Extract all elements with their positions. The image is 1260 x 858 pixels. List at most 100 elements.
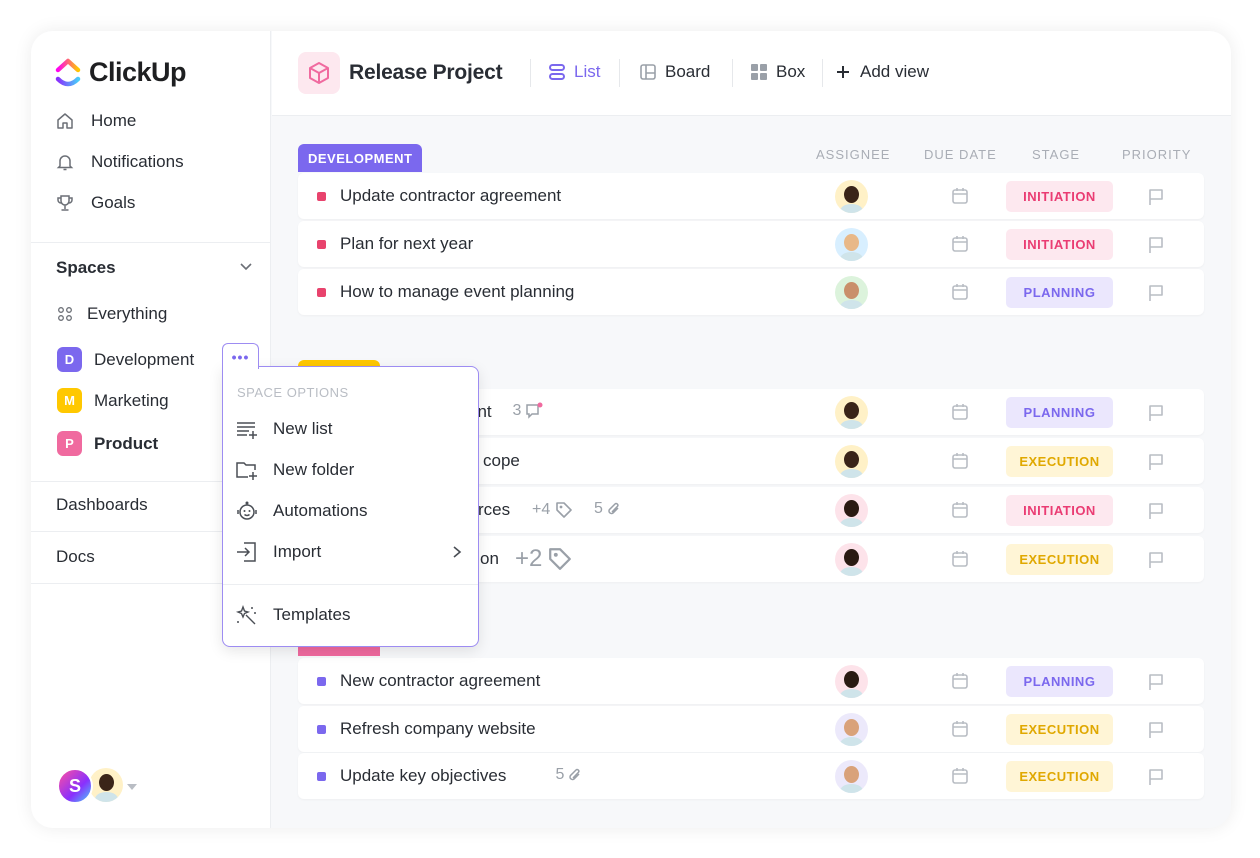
stage-badge[interactable]: PLANNING bbox=[1006, 277, 1113, 308]
assignee-avatar[interactable] bbox=[835, 713, 868, 746]
calendar-icon[interactable] bbox=[951, 283, 969, 301]
calendar-icon[interactable] bbox=[951, 235, 969, 253]
space-options-button[interactable]: ••• bbox=[222, 343, 259, 369]
nav-label: Notifications bbox=[91, 152, 184, 171]
calendar-icon[interactable] bbox=[951, 452, 969, 470]
assignee-avatar[interactable] bbox=[835, 228, 868, 261]
calendar-icon[interactable] bbox=[951, 550, 969, 568]
space-product[interactable]: P Product bbox=[57, 431, 158, 456]
stage-badge[interactable]: INITIATION bbox=[1006, 495, 1113, 526]
task-name[interactable]: Plan for next year bbox=[340, 234, 474, 253]
menu-item-automations[interactable]: Automations bbox=[235, 499, 368, 523]
priority-flag-icon[interactable] bbox=[1146, 187, 1166, 207]
assignee-avatar[interactable] bbox=[835, 760, 868, 793]
attachment-count[interactable]: 5 bbox=[556, 766, 583, 784]
assignee-avatar[interactable] bbox=[835, 494, 868, 527]
group-label[interactable]: DEVELOPMENT bbox=[298, 144, 423, 172]
magic-wand-icon bbox=[235, 605, 256, 625]
stage-badge[interactable]: INITIATION bbox=[1006, 229, 1113, 260]
task-row[interactable]: Plan for next year INITIATION bbox=[298, 221, 1204, 267]
calendar-icon[interactable] bbox=[951, 403, 969, 421]
nav-goals[interactable]: Goals bbox=[55, 193, 135, 213]
comment-count[interactable]: 3 bbox=[513, 402, 544, 420]
caret-down-icon[interactable] bbox=[127, 784, 137, 790]
stage-badge[interactable]: INITIATION bbox=[1006, 181, 1113, 212]
stage-badge[interactable]: EXECUTION bbox=[1006, 714, 1113, 745]
stage-badge[interactable]: PLANNING bbox=[1006, 397, 1113, 428]
assignee-avatar[interactable] bbox=[835, 543, 868, 576]
spaces-heading[interactable]: Spaces bbox=[56, 258, 116, 277]
user-avatar[interactable]: S bbox=[57, 768, 93, 804]
task-name[interactable]: Update key objectives bbox=[340, 766, 507, 785]
menu-item-label: Templates bbox=[273, 605, 351, 624]
sidebar-docs[interactable]: Docs bbox=[56, 547, 95, 566]
task-name[interactable]: Update contractor agreement bbox=[340, 186, 562, 205]
stage-badge[interactable]: EXECUTION bbox=[1006, 544, 1113, 575]
priority-flag-icon[interactable] bbox=[1146, 283, 1166, 303]
task-row[interactable]: New contractor agreement PLANNING bbox=[298, 658, 1204, 704]
tag-count[interactable]: +4 bbox=[532, 500, 574, 520]
stage-badge[interactable]: PLANNING bbox=[1006, 666, 1113, 697]
column-priority[interactable]: PRIORITY bbox=[1122, 147, 1192, 162]
task-name[interactable]: cope bbox=[483, 451, 520, 470]
nav-notifications[interactable]: Notifications bbox=[55, 152, 184, 172]
stage-badge[interactable]: EXECUTION bbox=[1006, 761, 1113, 792]
priority-flag-icon[interactable] bbox=[1146, 403, 1166, 423]
task-name[interactable]: New contractor agreement bbox=[340, 671, 541, 690]
menu-item-templates[interactable]: Templates bbox=[235, 603, 350, 627]
task-row[interactable]: Update key objectives 5 EXECUTION bbox=[298, 753, 1204, 799]
task-name[interactable]: on bbox=[480, 549, 499, 568]
space-development[interactable]: D Development bbox=[57, 347, 194, 372]
calendar-icon[interactable] bbox=[951, 720, 969, 738]
assignee-avatar[interactable] bbox=[835, 445, 868, 478]
tab-box[interactable]: Box bbox=[750, 62, 805, 82]
status-dot[interactable] bbox=[317, 772, 326, 781]
assignee-avatar[interactable] bbox=[835, 180, 868, 213]
stage-badge[interactable]: EXECUTION bbox=[1006, 446, 1113, 477]
menu-item-new-list[interactable]: New list bbox=[235, 417, 333, 441]
calendar-icon[interactable] bbox=[951, 187, 969, 205]
board-view-icon bbox=[640, 64, 656, 80]
calendar-icon[interactable] bbox=[951, 767, 969, 785]
task-name[interactable]: How to manage event planning bbox=[340, 282, 575, 301]
task-row[interactable]: Refresh company website EXECUTION bbox=[298, 706, 1204, 752]
menu-item-new-folder[interactable]: New folder bbox=[235, 458, 354, 482]
task-name[interactable]: rces bbox=[478, 500, 511, 519]
column-assignee[interactable]: ASSIGNEE bbox=[816, 147, 891, 162]
priority-flag-icon[interactable] bbox=[1146, 767, 1166, 787]
tab-list[interactable]: List bbox=[548, 62, 600, 82]
column-due-date[interactable]: DUE DATE bbox=[924, 147, 997, 162]
user-avatar-photo[interactable] bbox=[89, 768, 123, 802]
priority-flag-icon[interactable] bbox=[1146, 501, 1166, 521]
priority-flag-icon[interactable] bbox=[1146, 550, 1166, 570]
chevron-down-icon[interactable] bbox=[239, 262, 253, 272]
priority-flag-icon[interactable] bbox=[1146, 235, 1166, 255]
task-row[interactable]: How to manage event planning PLANNING bbox=[298, 269, 1204, 315]
menu-item-import[interactable]: Import bbox=[235, 540, 463, 564]
task-name[interactable]: Refresh company website bbox=[340, 719, 536, 738]
assignee-avatar[interactable] bbox=[835, 396, 868, 429]
calendar-icon[interactable] bbox=[951, 672, 969, 690]
priority-flag-icon[interactable] bbox=[1146, 452, 1166, 472]
status-dot[interactable] bbox=[317, 677, 326, 686]
status-dot[interactable] bbox=[317, 240, 326, 249]
priority-flag-icon[interactable] bbox=[1146, 672, 1166, 692]
space-everything[interactable]: Everything bbox=[57, 304, 167, 324]
calendar-icon[interactable] bbox=[951, 501, 969, 519]
tab-board[interactable]: Board bbox=[639, 62, 710, 82]
status-dot[interactable] bbox=[317, 288, 326, 297]
tag-count[interactable]: +2 bbox=[515, 545, 574, 573]
attachment-count[interactable]: 5 bbox=[594, 500, 621, 518]
task-row[interactable]: Update contractor agreement INITIATION bbox=[298, 173, 1204, 219]
status-dot[interactable] bbox=[317, 725, 326, 734]
column-stage[interactable]: STAGE bbox=[1032, 147, 1081, 162]
clickup-logo[interactable]: ClickUp bbox=[55, 57, 187, 88]
nav-home[interactable]: Home bbox=[55, 111, 136, 131]
add-view-button[interactable]: Add view bbox=[836, 62, 929, 82]
sidebar-dashboards[interactable]: Dashboards bbox=[56, 495, 148, 514]
status-dot[interactable] bbox=[317, 192, 326, 201]
space-marketing[interactable]: M Marketing bbox=[57, 388, 169, 413]
assignee-avatar[interactable] bbox=[835, 276, 868, 309]
assignee-avatar[interactable] bbox=[835, 665, 868, 698]
priority-flag-icon[interactable] bbox=[1146, 720, 1166, 740]
